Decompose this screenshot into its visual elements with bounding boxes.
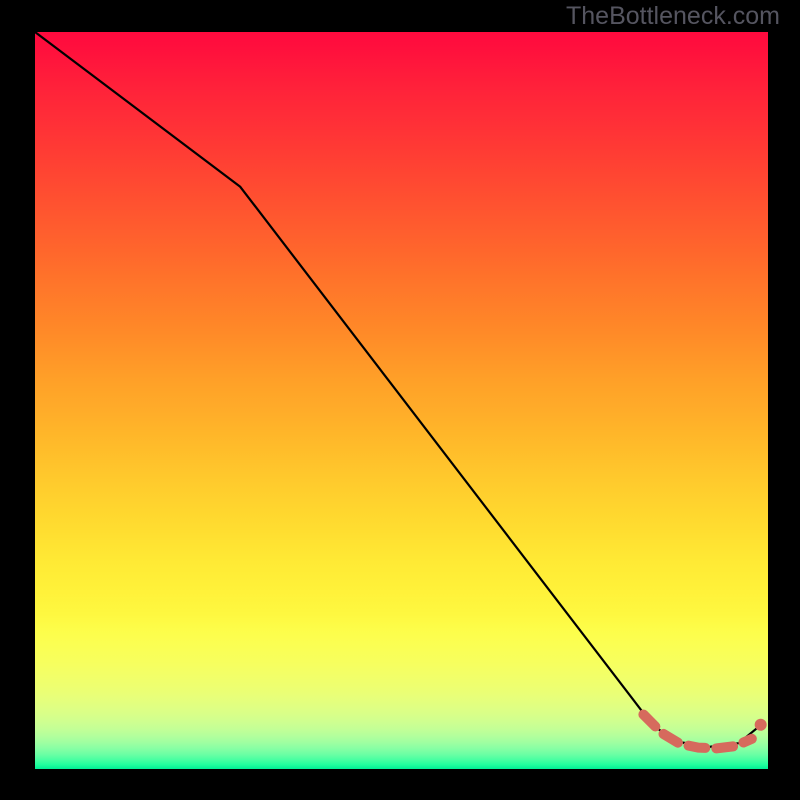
watermark-label: TheBottleneck.com — [566, 2, 780, 31]
plot-area — [35, 32, 768, 769]
series-end-marker — [755, 719, 767, 731]
chart-stage: TheBottleneck.com — [0, 0, 800, 800]
plot-svg — [35, 32, 768, 769]
gradient-background — [35, 32, 768, 769]
